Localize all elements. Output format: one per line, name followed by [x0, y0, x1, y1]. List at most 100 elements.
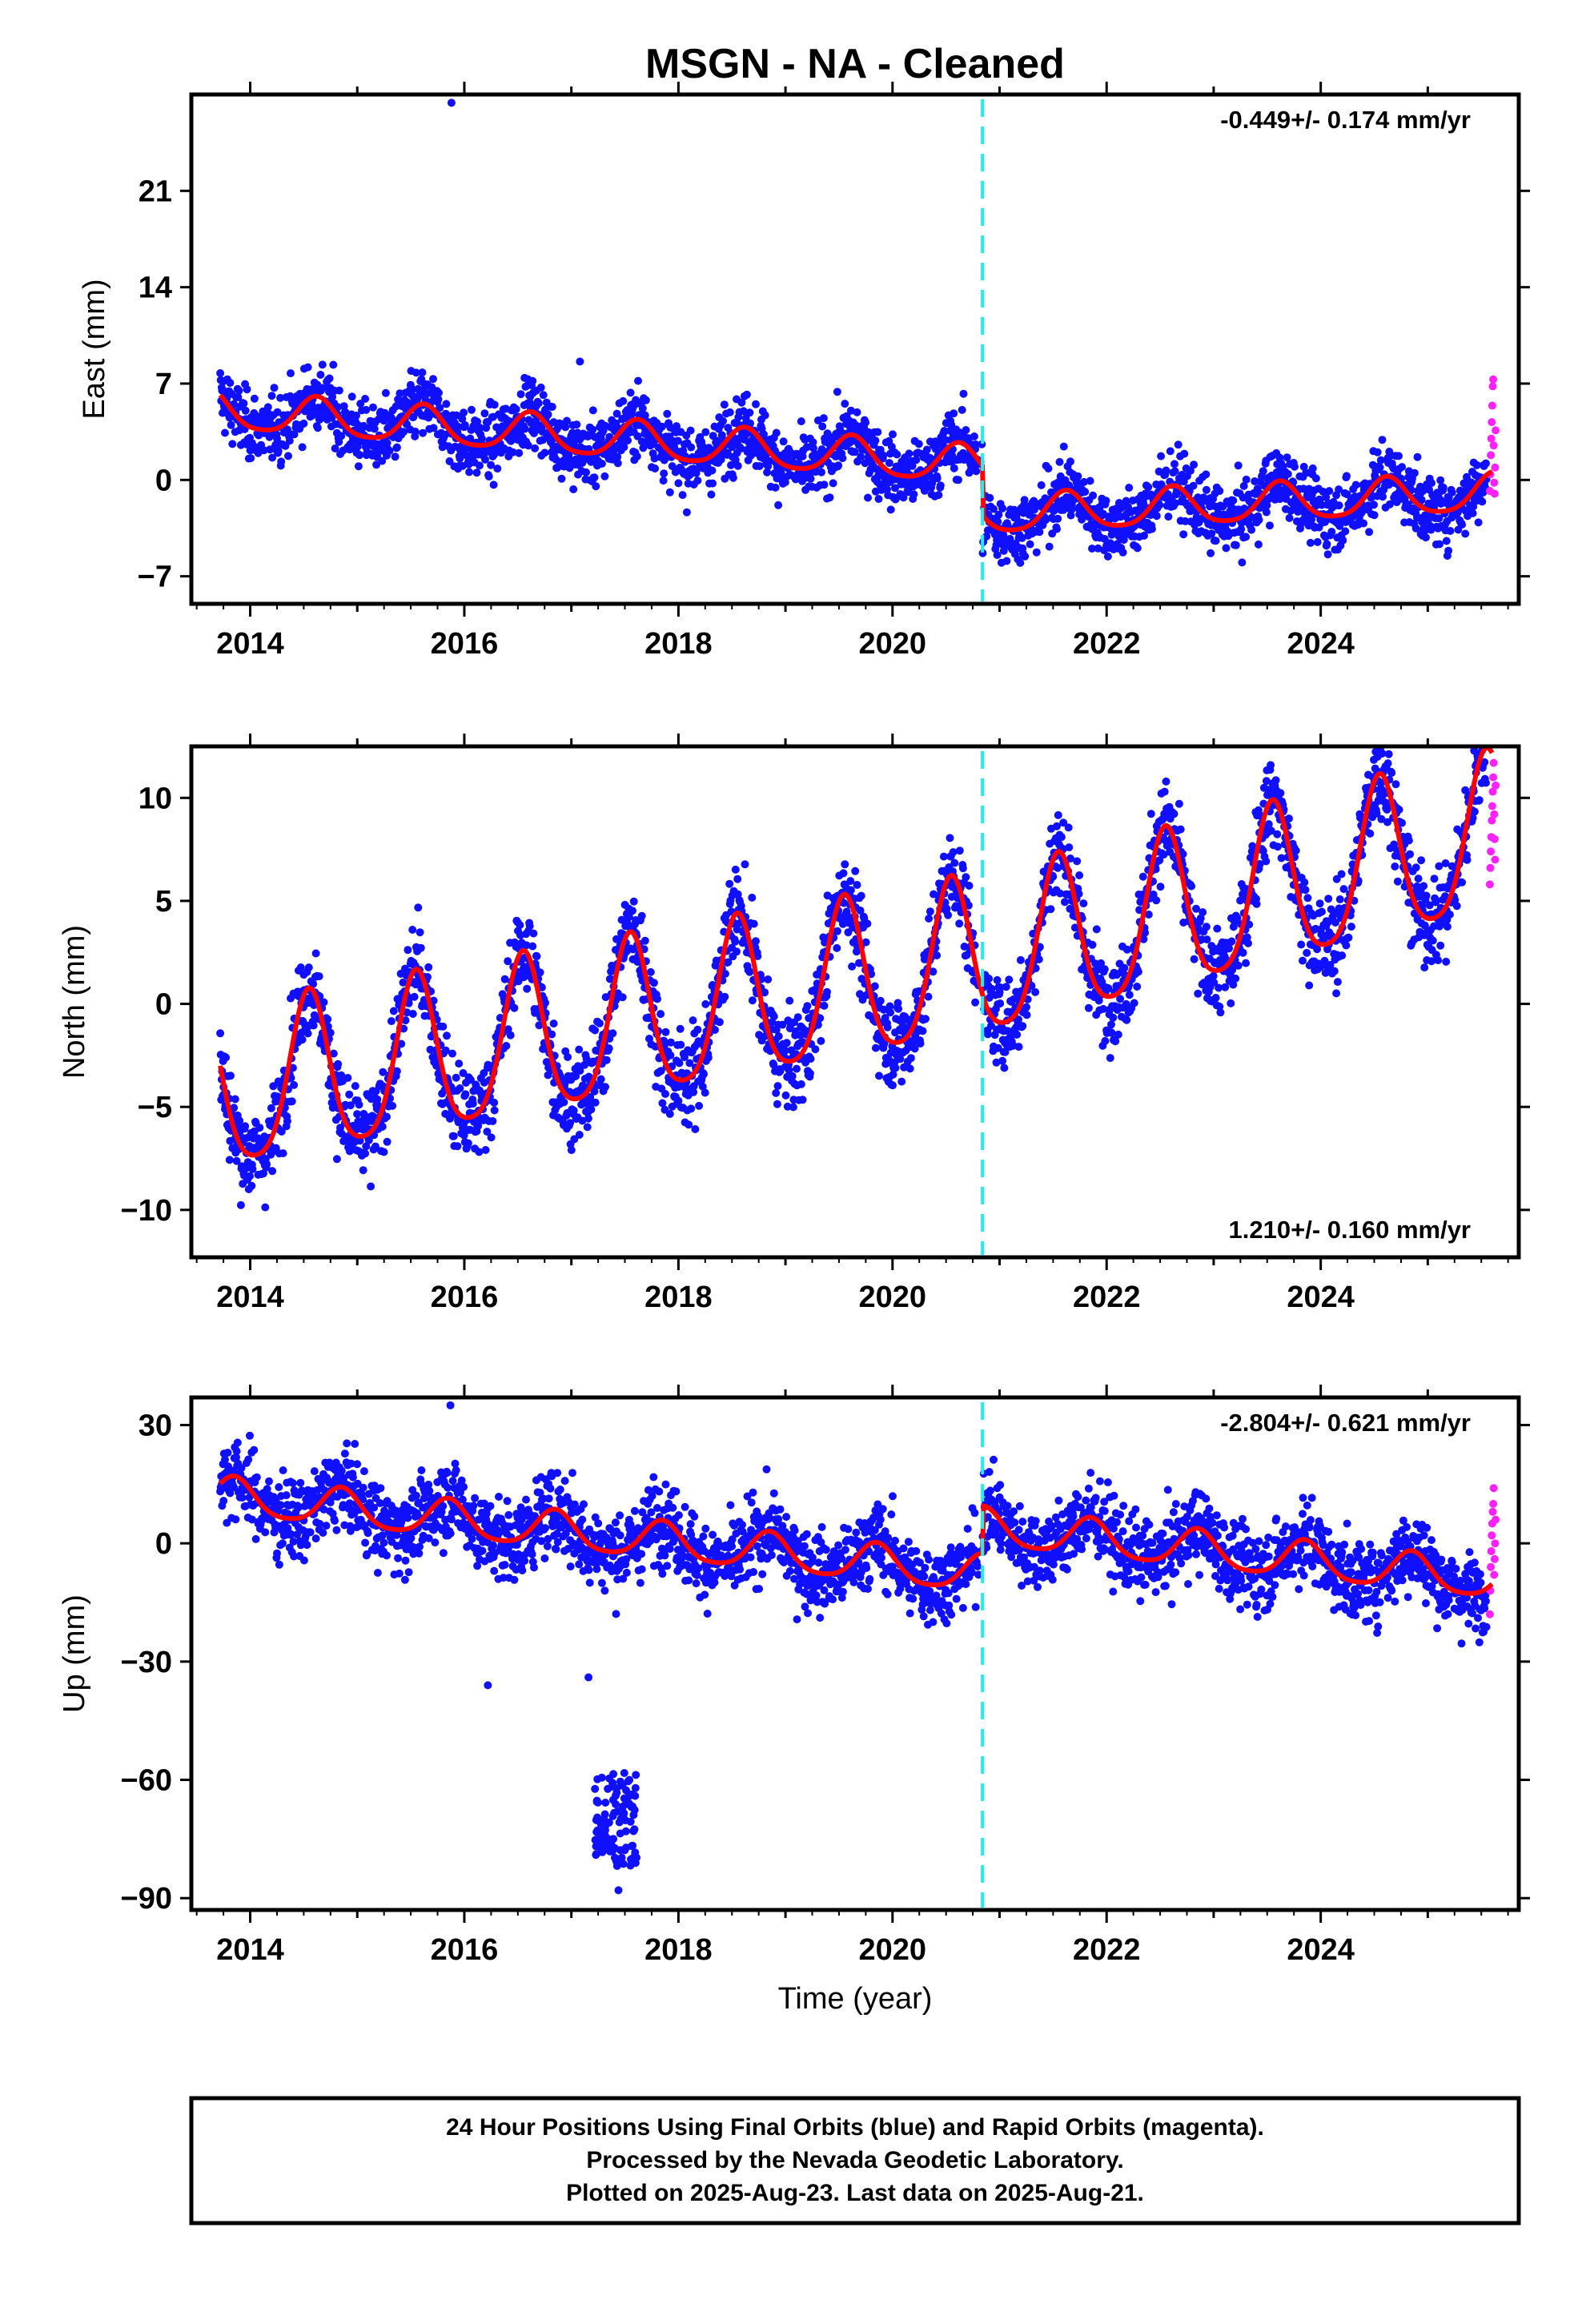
east-point [626, 388, 635, 397]
east-point [914, 440, 923, 448]
east-point [270, 384, 279, 392]
north-point [883, 1023, 892, 1031]
north-point [604, 1044, 613, 1053]
north-point [591, 1026, 600, 1035]
north-point [846, 886, 855, 895]
north-point [587, 1105, 596, 1114]
north-point [247, 1181, 256, 1190]
east-point [660, 469, 669, 478]
east-rate-label: -0.449+/- 0.174 mm/yr [1220, 106, 1471, 134]
east-point [1351, 480, 1360, 489]
east-point [950, 409, 958, 418]
east-point [378, 456, 387, 465]
east-point [392, 443, 401, 452]
north-point [1084, 1003, 1093, 1012]
east-point [641, 396, 650, 404]
north-point [1156, 883, 1165, 891]
north-point [1057, 833, 1066, 842]
east-point [381, 388, 390, 397]
north-point [781, 1091, 790, 1100]
east-point [1299, 462, 1308, 471]
north-point [232, 1156, 241, 1165]
east-point [1238, 558, 1247, 567]
north-point [891, 1063, 900, 1072]
north-point [362, 1142, 371, 1151]
north-point [475, 1148, 484, 1156]
east-point [476, 424, 484, 432]
north-point [590, 1087, 599, 1096]
east-point [221, 428, 229, 437]
east-point [273, 408, 282, 416]
north-point [488, 1117, 497, 1125]
north-point [1231, 974, 1240, 983]
north-point [537, 983, 546, 991]
east-point [1446, 527, 1455, 535]
north-point [693, 1025, 702, 1034]
north-point [259, 1169, 267, 1178]
east-point [663, 409, 672, 418]
east-point [1170, 460, 1178, 468]
north-point [916, 1039, 925, 1047]
north-point [983, 1030, 992, 1039]
east-point [733, 461, 742, 470]
east-point [934, 491, 943, 500]
north-point [404, 999, 413, 1007]
north-point [1273, 830, 1282, 838]
east-point [673, 422, 681, 431]
north-point [933, 951, 942, 959]
east-point [1155, 501, 1164, 509]
north-point [572, 1072, 580, 1080]
east-point [1482, 459, 1490, 468]
east-point [638, 404, 647, 412]
north-point [441, 1046, 450, 1055]
north-point [689, 1088, 698, 1096]
east-point [454, 423, 463, 431]
north-point [661, 1027, 670, 1036]
east-point [665, 488, 674, 497]
east-point [731, 456, 740, 464]
north-point [1000, 1063, 1009, 1072]
north-point [1162, 777, 1170, 786]
north-point [464, 1139, 472, 1148]
north-point [721, 970, 729, 978]
east-point [971, 440, 980, 448]
east-point [267, 392, 276, 400]
east-point [818, 422, 827, 431]
north-point [871, 1043, 880, 1052]
north-point [263, 1160, 271, 1168]
north-point [1190, 955, 1199, 963]
north-point [1107, 1020, 1115, 1029]
north-point [602, 1055, 611, 1064]
north-point [355, 1136, 364, 1145]
east-point [1259, 467, 1267, 476]
north-point [345, 1147, 354, 1156]
north-point [985, 975, 994, 983]
north-point [998, 1056, 1007, 1065]
east-point [737, 444, 745, 453]
east-point [853, 408, 861, 416]
east-point [1436, 476, 1445, 485]
east-point [337, 432, 346, 440]
east-point [227, 420, 235, 429]
north-point [466, 1076, 475, 1084]
east-point [659, 476, 668, 485]
east-point [1359, 519, 1368, 528]
north-point [1227, 937, 1236, 946]
east-point [994, 517, 1002, 526]
north-point [773, 1100, 781, 1108]
north-point [701, 1088, 709, 1097]
east-point [1247, 525, 1256, 534]
east-point [1285, 513, 1294, 522]
east-point [978, 549, 987, 557]
east-point [563, 416, 571, 425]
north-point [548, 1030, 556, 1039]
east-point [588, 406, 597, 415]
east-point [912, 456, 921, 464]
east-point [1335, 501, 1343, 510]
north-point [1031, 987, 1040, 996]
north-point [416, 928, 424, 937]
north-point [857, 891, 865, 900]
east-point [1100, 535, 1109, 543]
